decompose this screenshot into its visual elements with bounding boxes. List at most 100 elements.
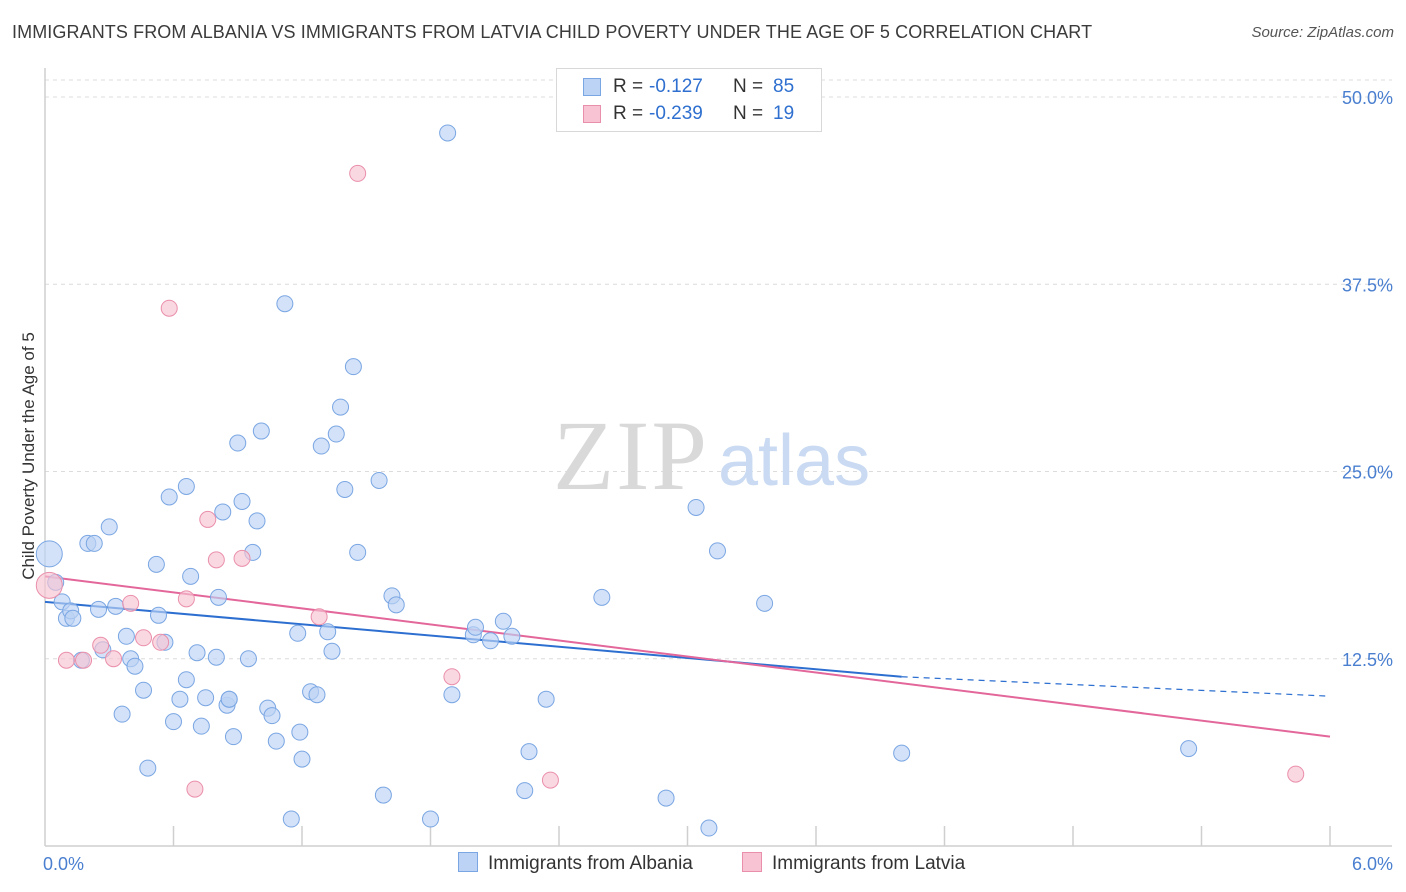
latvia-point [35, 571, 63, 599]
latvia-point [105, 650, 123, 668]
albania-point [160, 488, 178, 506]
albania-legend-swatch [458, 852, 478, 872]
albania-point [135, 681, 153, 699]
albania-point [344, 358, 362, 376]
albania-point [387, 596, 405, 614]
stats-legend: R = -0.127 N = 85 R = -0.239 N = 19 [556, 68, 822, 132]
latvia-point [75, 651, 93, 669]
albania-point [319, 623, 337, 641]
albania-point [229, 434, 247, 452]
albania-point [439, 124, 457, 142]
albania-point [308, 686, 326, 704]
latvia-point [160, 299, 178, 317]
r-label: R = [613, 76, 644, 97]
r-value: -0.239 [649, 103, 703, 124]
r-label: R = [613, 103, 644, 124]
legend-albania: Immigrants from Albania [458, 852, 693, 875]
latvia-point [199, 510, 217, 528]
albania-point [150, 606, 168, 624]
watermark-atlas: atlas [718, 421, 871, 501]
x-tick-label: 0.0% [43, 854, 84, 874]
albania-point [756, 594, 774, 612]
albania-point [700, 819, 718, 837]
albania-point [207, 648, 225, 666]
albania-point [1180, 740, 1198, 758]
albania-point [165, 713, 182, 731]
albania-point [293, 750, 311, 768]
n-label: N = [733, 103, 764, 124]
albania-point [233, 492, 251, 510]
latvia-point [541, 771, 559, 789]
albania-point [593, 588, 611, 606]
albania-point [126, 657, 144, 675]
albania-swatch [583, 78, 601, 96]
albania-point [224, 728, 242, 746]
latvia-point [207, 551, 225, 569]
latvia-point [1287, 765, 1305, 783]
albania-point [177, 477, 195, 495]
albania-legend-label: Immigrants from Albania [488, 853, 693, 874]
albania-point [289, 624, 307, 642]
chart-title: IMMIGRANTS FROM ALBANIA VS IMMIGRANTS FR… [12, 22, 1093, 42]
albania-point [291, 723, 309, 741]
albania-point [214, 503, 232, 521]
albania-point [192, 717, 210, 735]
y-tick-label: 37.5% [1342, 275, 1393, 295]
trend-lines [44, 575, 1331, 738]
albania-point [336, 480, 354, 498]
x-tick-label: 6.0% [1352, 854, 1393, 874]
albania-point [282, 810, 300, 828]
y-axis-label: Child Poverty Under the Age of 5 [19, 332, 38, 580]
albania-point [267, 732, 285, 750]
albania-point [177, 671, 195, 689]
albania-point [276, 295, 294, 313]
latvia-point [186, 780, 204, 798]
latvia-point [349, 164, 367, 182]
albania-point [443, 686, 461, 704]
latvia-point [135, 629, 153, 647]
y-tick-label: 12.5% [1342, 650, 1393, 670]
albania-point [197, 689, 215, 707]
n-label: N = [733, 76, 764, 97]
albania-point [117, 627, 135, 645]
albania-point [188, 644, 206, 662]
albania-point [85, 534, 103, 552]
albania-point [263, 707, 281, 725]
legend-latvia: Immigrants from Latvia [742, 852, 965, 875]
y-tick-label: 50.0% [1342, 88, 1393, 108]
latvia-point [57, 651, 75, 669]
n-value: 85 [773, 76, 795, 97]
albania-point [520, 743, 538, 761]
data-points [35, 124, 1305, 837]
albania-point [113, 705, 131, 723]
tick-labels: 12.5% 25.0% 37.5% 50.0% 0.0% 6.0% [43, 88, 1393, 874]
latvia-point [310, 608, 328, 626]
watermark-zip: ZIP [553, 400, 709, 511]
albania-point [481, 632, 499, 650]
albania-trend-extension [901, 676, 1331, 697]
latvia-legend-label: Immigrants from Latvia [772, 853, 966, 874]
r-value: -0.127 [649, 76, 703, 97]
albania-point [312, 437, 330, 455]
albania-point [323, 642, 341, 660]
albania-point [708, 542, 726, 560]
albania-point [239, 650, 257, 668]
albania-point [182, 567, 200, 585]
grid-lines [45, 79, 1392, 660]
albania-point [893, 744, 911, 762]
latvia-point [443, 668, 461, 686]
albania-point [90, 600, 108, 618]
latvia-trend-line [44, 575, 1331, 738]
albania-point [252, 422, 270, 440]
latvia-point [177, 590, 195, 608]
albania-point [516, 782, 534, 800]
albania-point [370, 471, 388, 489]
albania-point [494, 612, 512, 630]
latvia-legend-swatch [742, 852, 762, 872]
albania-point [107, 597, 125, 615]
albania-point [147, 555, 165, 573]
latvia-point [122, 594, 140, 612]
latvia-point [92, 636, 110, 654]
albania-point [220, 690, 238, 708]
